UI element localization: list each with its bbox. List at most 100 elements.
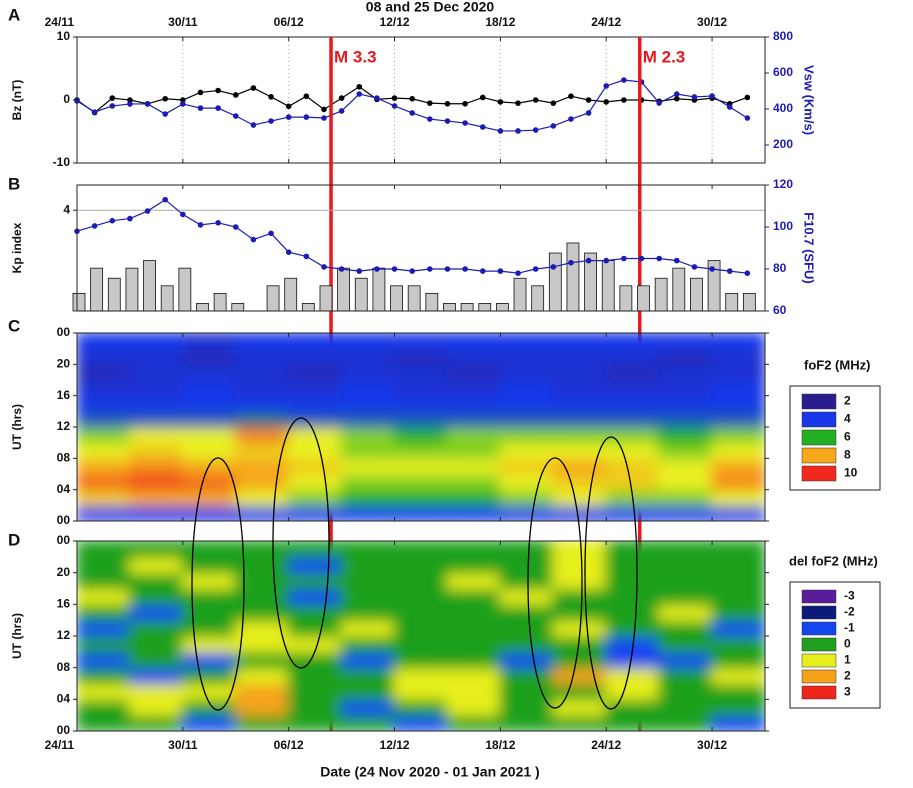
y-axis-title: UT (hrs) [10, 404, 24, 450]
heatmap-cell [711, 426, 765, 444]
bar [601, 260, 615, 312]
bar [125, 267, 139, 312]
heatmap-cell [499, 714, 555, 731]
bar [654, 277, 668, 312]
heatmap-cell [287, 488, 343, 507]
heatmap-cell [234, 555, 290, 574]
heatmap-cell [181, 347, 237, 366]
heatmap-cell [711, 363, 765, 381]
panel-letter: B [8, 174, 20, 193]
heatmap-cell [393, 666, 449, 685]
heatmap-cell [446, 603, 502, 622]
bar [672, 267, 686, 312]
bar [637, 285, 650, 312]
heatmap-cell [605, 504, 661, 521]
marker [691, 264, 698, 270]
heatmap-cell [446, 379, 502, 397]
heatmap-cell [658, 587, 714, 606]
y-tick-label: 10 [57, 29, 71, 43]
marker [232, 92, 239, 98]
y2-axis-title: Vsw (Km/s) [802, 65, 817, 135]
marker [621, 77, 627, 83]
heatmap-cell [658, 426, 714, 444]
heatmap-cell [499, 504, 555, 521]
heatmap-cell [128, 666, 184, 685]
marker [285, 249, 292, 255]
heatmap-cell [552, 473, 608, 491]
plot-frame [76, 332, 766, 522]
heatmap-cell [446, 333, 502, 350]
marker [656, 100, 662, 106]
heatmap-cell [711, 635, 765, 653]
heatmap-cell [446, 555, 502, 574]
heatmap-cell [446, 394, 502, 413]
heatmap-cell [287, 635, 343, 653]
panel-letter: A [8, 5, 20, 24]
heatmap-cell [711, 347, 765, 366]
heatmap-cell [711, 714, 765, 731]
panel-letter: C [8, 316, 20, 335]
heatmap-cell [340, 682, 396, 701]
heatmap-cell [77, 333, 131, 350]
marker [427, 266, 433, 272]
y-tick-label: 20 [57, 357, 71, 371]
heatmap-cell [128, 473, 184, 491]
heatmap-cell [181, 587, 237, 606]
bar [619, 285, 633, 312]
marker [162, 111, 169, 117]
heatmap-cell [77, 603, 131, 622]
marker [479, 268, 486, 274]
heatmap-cell [552, 363, 608, 381]
heatmap-cell [605, 714, 661, 731]
heatmap-cell [234, 488, 290, 507]
heatmap-cell [340, 666, 396, 685]
x-tick-label-top: 30/12 [697, 15, 727, 29]
heatmap-cell [77, 457, 131, 475]
colorbar-swatch [801, 621, 837, 636]
bar [72, 292, 86, 312]
bar [319, 285, 333, 312]
heatmap-cell [711, 457, 765, 475]
y-tick-label: 4 [63, 202, 70, 216]
marker [515, 128, 521, 134]
heatmap [77, 333, 765, 521]
heatmap-cell [393, 587, 449, 606]
marker [427, 100, 433, 106]
colorbar-label: 1 [844, 653, 851, 667]
heatmap-cell [340, 457, 396, 475]
heatmap-cell [340, 473, 396, 491]
marker [321, 106, 327, 113]
heatmap-cell [234, 426, 290, 444]
heatmap-cell [393, 410, 449, 428]
heatmap-cell [77, 650, 131, 669]
heatmap-cell [77, 698, 131, 717]
heatmap-cell [234, 650, 290, 669]
event-label: M 2.3 [643, 47, 686, 66]
marker [356, 268, 363, 274]
heatmap-cell [393, 571, 449, 590]
x-tick-label-top: 24/11 [45, 15, 75, 29]
y-axis-title: Bz (nT) [10, 80, 24, 121]
x-axis-title: Date (24 Nov 2020 - 01 Jan 2021 ) [320, 764, 539, 780]
heatmap-cell [181, 650, 237, 669]
heatmap-cell [711, 587, 765, 606]
heatmap-cell [340, 698, 396, 717]
heatmap-cell [181, 555, 237, 574]
heatmap-cell [393, 379, 449, 397]
heatmap-cell [499, 457, 555, 475]
heatmap-cell [234, 504, 290, 521]
marker [162, 196, 169, 203]
marker [215, 105, 221, 111]
ellipse [584, 436, 638, 710]
heatmap-cell [711, 603, 765, 622]
heatmap-cell [128, 650, 184, 669]
heatmap-cell [446, 541, 502, 558]
colorbar-label: 0 [844, 637, 851, 651]
heatmap-cell [128, 488, 184, 507]
bar [337, 267, 351, 312]
heatmap-cell [658, 698, 714, 717]
heatmap-cell [340, 333, 396, 350]
marker [303, 114, 310, 120]
heatmap-cell [711, 619, 765, 637]
heatmap-cell [393, 619, 449, 637]
